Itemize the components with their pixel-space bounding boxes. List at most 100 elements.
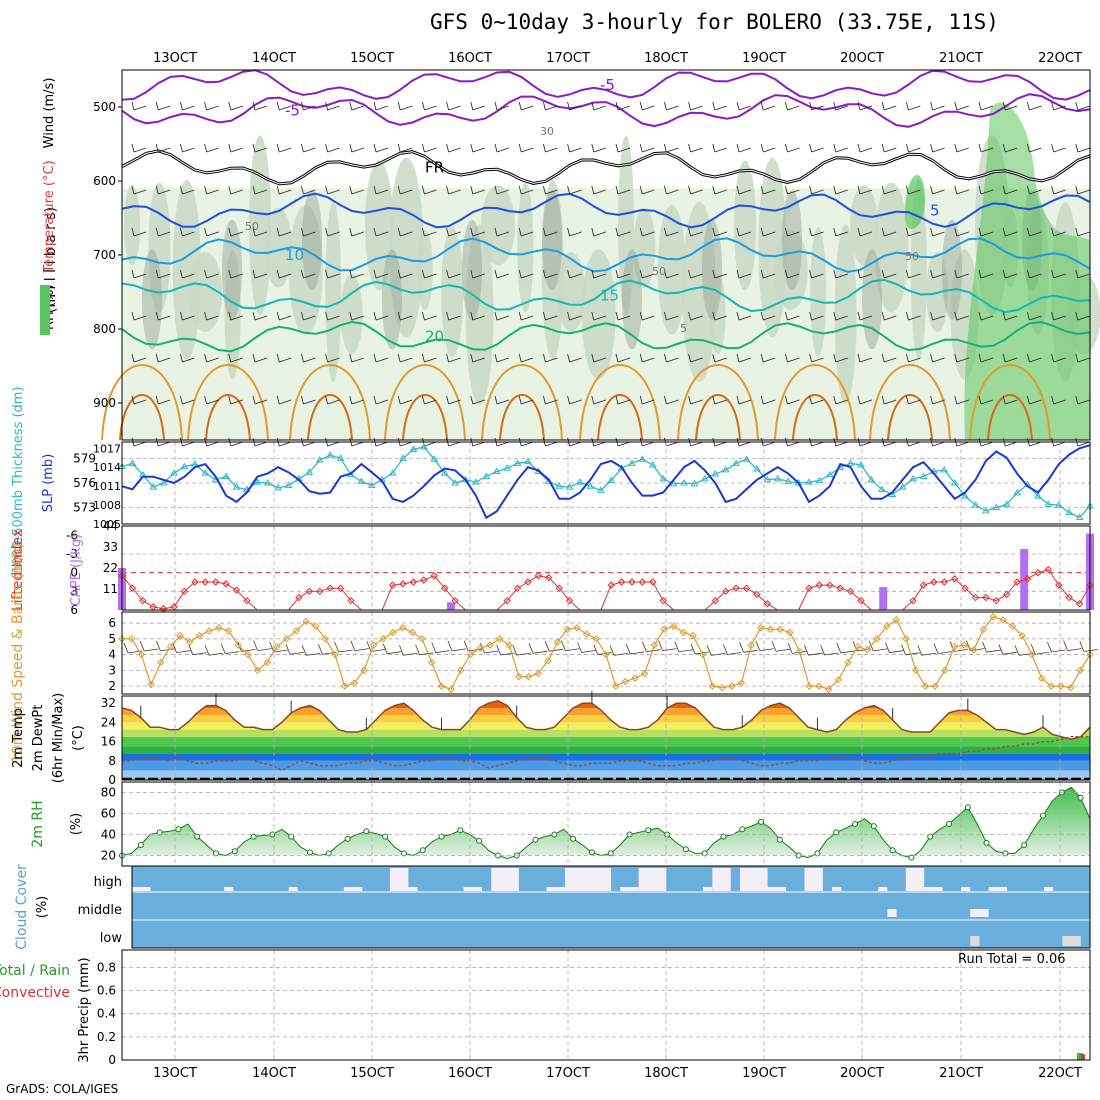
rh-point-4 xyxy=(156,829,163,836)
thickness-point-3 xyxy=(149,483,158,490)
wind-point-41 xyxy=(515,672,523,681)
rh-blob-8 xyxy=(325,202,342,382)
thickness-point-16 xyxy=(284,481,293,488)
rh-point-12 xyxy=(231,848,238,855)
wind-barb xyxy=(664,395,679,405)
wind-barb xyxy=(349,311,364,321)
rh-point-68 xyxy=(758,818,765,825)
lifted-point-18 xyxy=(305,587,314,596)
wind-barb xyxy=(276,269,292,279)
wind-barb xyxy=(155,143,171,153)
series-lifted-index xyxy=(121,569,1091,611)
lifted-point-52 xyxy=(659,596,667,605)
wind-barb xyxy=(397,185,413,195)
thickness-point-79 xyxy=(940,465,949,473)
lifted-point-70 xyxy=(846,587,855,596)
rh-dark-blob-2 xyxy=(302,190,322,291)
wind-point-98 xyxy=(1066,683,1075,692)
thickness-point-62 xyxy=(763,475,772,483)
wind-barb xyxy=(301,101,316,111)
rh-point-24 xyxy=(344,835,351,842)
wind-barb xyxy=(857,143,873,153)
wind-tick-2: 4 xyxy=(108,648,116,662)
wind-barb xyxy=(446,185,461,195)
rh-contour-label-4: 5 xyxy=(680,322,687,335)
wind-barb xyxy=(785,143,800,153)
thickness-point-86 xyxy=(1013,488,1022,496)
thickness-point-84 xyxy=(992,503,1001,511)
wind-tick-3: 3 xyxy=(108,663,116,677)
wind-barb xyxy=(349,143,364,153)
lifted-point-77 xyxy=(919,581,928,589)
rh-point-56 xyxy=(645,827,652,834)
thickness-point-61 xyxy=(753,465,761,472)
upper-ytick-label-1: 600 xyxy=(93,174,116,188)
rh-point-34 xyxy=(438,833,445,840)
surface-wind-barb xyxy=(625,643,645,655)
wind-point-27 xyxy=(379,635,388,643)
wind-point-62 xyxy=(718,683,726,692)
lifted-point-43 xyxy=(565,596,574,605)
wind-barb xyxy=(760,353,776,363)
wind-barb xyxy=(639,143,655,153)
cloud-high-clear-1 xyxy=(491,868,519,891)
surface-wind-barb xyxy=(885,642,904,654)
surface-wind-barb xyxy=(139,640,159,652)
warm-dome-9 xyxy=(969,364,1051,441)
surface-wind-barb xyxy=(544,641,564,652)
lifted-point-50 xyxy=(638,578,647,586)
wind-barb xyxy=(978,101,994,111)
rh-blob-19 xyxy=(581,249,616,380)
cloud-high-gap-2 xyxy=(288,887,298,891)
thickness-point-14 xyxy=(263,479,272,486)
wind-point-84 xyxy=(931,682,939,690)
temp-band-9 xyxy=(122,700,1090,708)
wind-barb xyxy=(688,143,703,153)
thickness-point-53 xyxy=(669,479,678,487)
temp-band-1 xyxy=(122,760,1090,771)
rh-tick-0: 80 xyxy=(101,786,116,800)
wind-barb xyxy=(373,311,389,321)
rh-blob-12 xyxy=(416,229,433,310)
wind-barb xyxy=(228,185,243,195)
wind-barb xyxy=(567,101,582,111)
thickness-tick-0: 579 xyxy=(73,451,96,465)
lifted-point-26 xyxy=(388,581,397,589)
wind-point-15 xyxy=(263,658,271,667)
rh-blob-22 xyxy=(657,204,686,335)
wind-barb xyxy=(470,311,485,321)
thickness-point-71 xyxy=(857,460,865,468)
wind-point-91 xyxy=(999,616,1007,624)
wind-barb xyxy=(736,395,752,405)
wind-barb xyxy=(446,395,461,405)
wind-point-52 xyxy=(621,677,630,686)
lifted-point-39 xyxy=(524,578,532,586)
thickness-point-54 xyxy=(680,479,688,486)
lifted-point-22 xyxy=(347,596,355,605)
surface-wind-barb xyxy=(285,644,305,655)
surface-wind-barb xyxy=(901,644,920,656)
wind-barb xyxy=(760,311,776,321)
wind-point-69 xyxy=(786,628,794,637)
thickness-point-63 xyxy=(773,474,782,482)
lifted-point-37 xyxy=(503,596,511,605)
wind-barb xyxy=(494,311,510,321)
lifted-point-17 xyxy=(295,593,303,602)
wind-barb xyxy=(809,353,824,363)
wind-barb xyxy=(1051,311,1066,321)
wind-barb xyxy=(301,227,316,237)
temp-contour-label-6: 20 xyxy=(425,327,444,345)
rh-point-20 xyxy=(306,849,313,856)
cloud-mid-gap-1 xyxy=(970,909,989,917)
series-thickness xyxy=(121,446,1091,519)
wind-barb xyxy=(833,269,848,279)
rh-green-spot xyxy=(905,174,925,230)
wind-point-2 xyxy=(137,650,146,659)
wind-barb xyxy=(1002,311,1018,321)
top-xtick-label-7: 20OCT xyxy=(840,51,884,66)
wind-barb xyxy=(155,227,171,237)
rh-point-26 xyxy=(363,828,370,835)
top-xtick-label-2: 15OCT xyxy=(350,51,394,66)
wind-barb xyxy=(760,101,776,111)
wind-barb xyxy=(228,143,243,153)
